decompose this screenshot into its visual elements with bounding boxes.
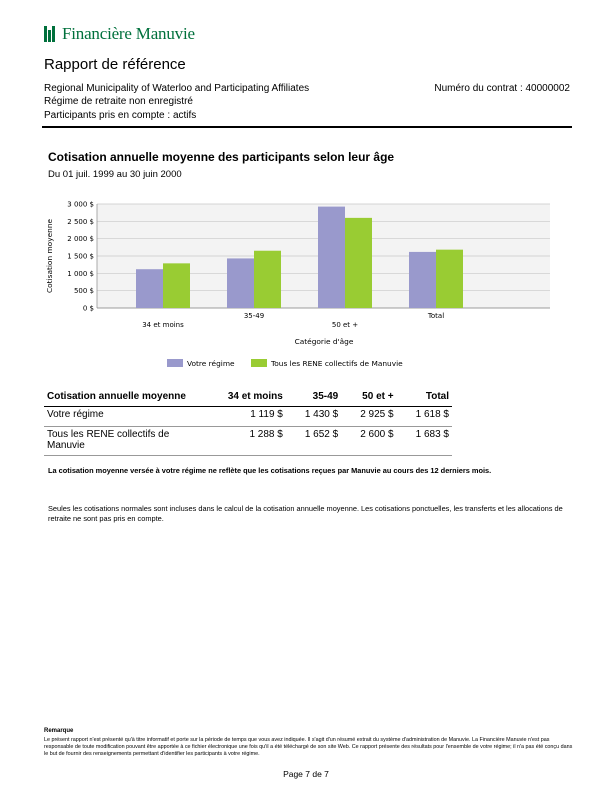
page-title: Rapport de référence [44,56,186,73]
manulife-bars-icon [44,26,58,42]
y-tick-label: 2 000 $ [67,235,94,243]
table-cell: 2 600 $ [341,426,397,456]
calculation-note: Seules les cotisations normales sont inc… [48,504,563,523]
legend-swatch [167,359,183,367]
column-header: 34 et moins [200,386,286,407]
column-header: 50 et + [341,386,397,407]
bar [409,251,436,308]
chart-legend: Votre régime Tous les RENE collectifs de … [167,359,403,368]
table-cell: 1 652 $ [285,426,342,456]
y-tick-label: 0 $ [83,305,94,313]
x-tick-label: 35-49 [244,312,264,320]
plan-type: Régime de retraite non enregistré [44,96,193,107]
x-tick-label: 34 et moins [142,321,184,329]
y-tick-label: 1 000 $ [67,270,94,278]
bar [227,258,254,308]
bar [136,269,163,308]
contribution-chart: 0 $ 500 $ 1 000 $ 1 500 $ 2 000 $ 2 500 $ 3 00… [40,192,580,382]
contribution-table: Cotisation annuelle moyenne 34 et moins … [44,386,452,456]
legend-label: Tous les RENE collectifs de Manuvie [270,359,403,368]
table-row: Tous les RENE collectifs de Manuvie 1 28… [44,426,452,456]
x-axis-label: Catégorie d'âge [295,337,354,346]
table-cell: 2 925 $ [341,406,397,427]
legend-label: Votre régime [187,359,235,368]
logo-text: Financière Manuvie [62,24,195,43]
page-number: Page 7 de 7 [283,769,329,779]
x-tick-label: Total [427,312,444,320]
bar [318,206,345,308]
table-cell: 1 430 $ [285,406,342,427]
table-cell: 1 618 $ [396,406,452,427]
remark-text: Le présent rapport n'est présenté qu'à t… [44,737,573,757]
organization-name: Regional Municipality of Waterloo and Pa… [44,83,310,94]
column-header: Cotisation annuelle moyenne [44,386,200,407]
bar [254,250,281,308]
row-label: Tous les RENE collectifs de Manuvie [44,426,200,456]
remark-heading: Remarque [44,728,74,734]
y-tick-label: 1 500 $ [67,253,94,261]
contribution-note: La cotisation moyenne versée à votre rég… [48,466,492,475]
bar [345,217,372,308]
column-header: 35-49 [285,386,342,407]
y-tick-label: 500 $ [74,287,94,295]
row-label: Votre régime [44,406,200,427]
header-divider [42,126,572,128]
company-logo: Financière Manuvie [44,24,195,44]
y-axis-label: Cotisation moyenne [45,219,54,294]
chart-svg: 0 $ 500 $ 1 000 $ 1 500 $ 2 000 $ 2 500 $ 3 00… [45,201,550,368]
table-cell: 1 119 $ [200,406,286,427]
table-row: Votre régime 1 119 $ 1 430 $ 2 925 $ 1 6… [44,406,452,427]
bar [163,263,190,308]
y-tick-label: 2 500 $ [67,218,94,226]
column-header: Total [396,386,452,407]
x-tick-label: 50 et + [332,321,358,329]
table-cell: 1 683 $ [396,426,452,456]
participants-info: Participants pris en compte : actifs [44,110,197,121]
section-period: Du 01 juil. 1999 au 30 juin 2000 [48,169,182,180]
contract-number: Numéro du contrat : 40000002 [434,83,570,94]
legend-swatch [251,359,267,367]
bar [436,249,463,308]
table-header-row: Cotisation annuelle moyenne 34 et moins … [44,386,452,407]
section-title: Cotisation annuelle moyenne des particip… [48,150,395,164]
y-tick-label: 3 000 $ [67,201,94,209]
table-cell: 1 288 $ [200,426,286,456]
